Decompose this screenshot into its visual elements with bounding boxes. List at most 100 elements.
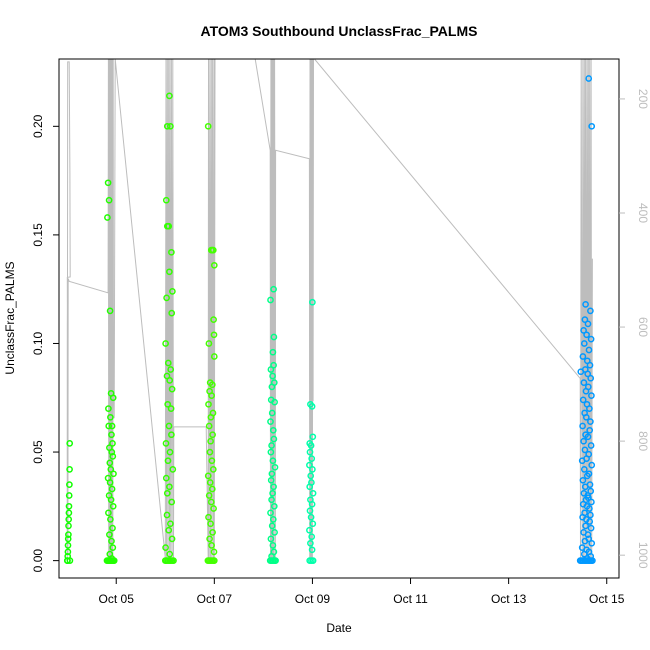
data-point [210, 316, 217, 323]
data-point [205, 422, 213, 430]
y-tick-label: 0.05 [31, 440, 45, 464]
data-point [581, 316, 589, 323]
data-point [269, 516, 277, 523]
data-point [107, 516, 114, 523]
data-point [581, 483, 589, 491]
data-point [271, 398, 278, 406]
data-point [583, 331, 590, 339]
data-point [106, 307, 114, 315]
data-point [581, 446, 589, 454]
data-point [579, 422, 586, 430]
data-point [168, 309, 176, 317]
data-point [108, 422, 116, 430]
data-point [267, 535, 275, 543]
data-point [579, 396, 587, 404]
data-point [208, 381, 216, 389]
data-point [584, 531, 592, 538]
data-point [109, 440, 116, 447]
data-point [163, 294, 170, 302]
data-point [577, 368, 585, 376]
data-point [308, 403, 316, 410]
y-axis-label: UnclassFrac_PALMS [3, 261, 17, 374]
data-point [166, 92, 173, 100]
data-points [63, 75, 596, 564]
data-point [271, 463, 279, 471]
data-point [268, 496, 275, 504]
x-tick-label: Oct 15 [589, 592, 625, 606]
data-point [162, 440, 170, 447]
data-point [586, 505, 593, 512]
data-point [66, 481, 73, 488]
data-point [162, 196, 170, 204]
data-point [587, 307, 594, 315]
data-point [167, 366, 175, 373]
data-point [268, 470, 276, 478]
data-point [586, 361, 594, 369]
data-point [309, 298, 316, 306]
data-point [307, 472, 315, 480]
data-point [105, 405, 112, 412]
data-point [585, 75, 593, 82]
data-point [309, 489, 317, 497]
data-point [587, 487, 595, 495]
data-point [584, 370, 592, 378]
data-point [580, 550, 588, 558]
data-point [586, 518, 594, 525]
data-point [206, 479, 214, 486]
y2-tick-label: 800 [636, 431, 650, 451]
data-point [309, 520, 317, 528]
data-point [267, 476, 275, 484]
data-point [583, 472, 591, 480]
data-point [267, 296, 274, 304]
data-point [210, 353, 218, 360]
data-point [271, 529, 278, 536]
data-point [109, 394, 117, 402]
data-point [170, 557, 177, 564]
data-point [166, 268, 173, 276]
x-axis: Oct 05 Oct 07 Oct 09 Oct 11 Oct 13 Oct 15 [99, 578, 625, 606]
data-point [166, 483, 173, 491]
data-point [309, 557, 317, 564]
data-point [269, 542, 277, 549]
data-point [309, 466, 316, 473]
data-point [269, 426, 277, 434]
data-point [65, 516, 73, 523]
data-point [167, 122, 174, 130]
data-point [589, 557, 596, 564]
data-point [270, 333, 278, 341]
data-point [107, 496, 115, 504]
chart-title: ATOM3 Southbound UnclassFrac_PALMS [201, 23, 478, 39]
data-point [168, 431, 175, 439]
data-point [165, 222, 173, 230]
data-point [306, 461, 313, 469]
data-point [163, 122, 171, 130]
data-point [109, 544, 117, 551]
data-point [106, 531, 113, 538]
data-point [207, 413, 215, 421]
data-point [109, 524, 116, 532]
data-point [163, 511, 171, 519]
x-tick-label: Oct 07 [197, 592, 233, 606]
x-tick-label: Oct 13 [491, 592, 527, 606]
data-point [580, 340, 588, 347]
data-point [269, 457, 277, 465]
data-point [209, 529, 216, 536]
data-point [168, 498, 176, 506]
data-point [110, 470, 117, 478]
data-point [104, 214, 111, 221]
data-point [268, 442, 275, 449]
data-point [162, 474, 170, 482]
data-point [306, 526, 313, 534]
data-point [66, 557, 74, 564]
data-point [587, 442, 595, 449]
y-tick-label: 0.00 [31, 549, 45, 573]
data-point [65, 492, 73, 499]
data-point [210, 331, 218, 339]
data-point [65, 531, 72, 538]
data-point [66, 466, 73, 473]
data-point [205, 492, 213, 499]
data-point [584, 433, 592, 441]
y2-tick-label: 400 [636, 203, 650, 223]
data-point [306, 483, 314, 491]
data-point [208, 457, 216, 465]
